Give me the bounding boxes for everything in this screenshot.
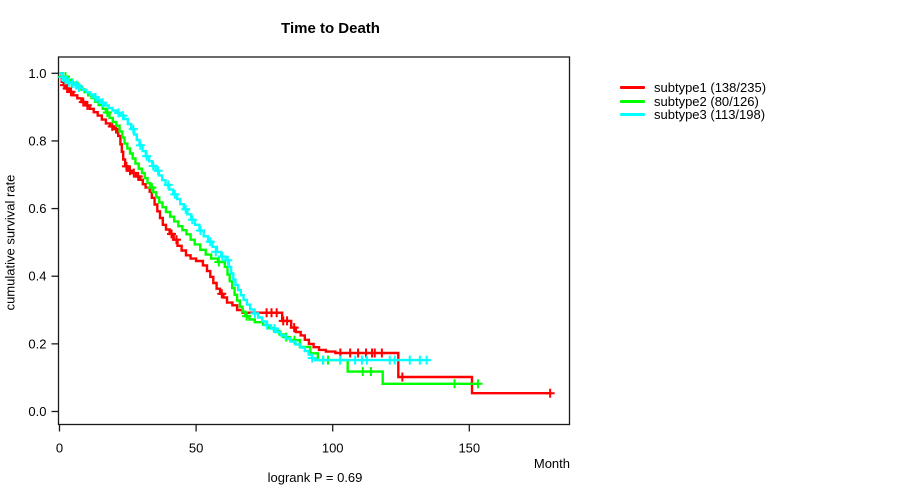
legend-item-subtype1: subtype1 (138/235) bbox=[620, 81, 766, 95]
y-axis-tick-label: 0.4 bbox=[28, 269, 46, 284]
y-axis-tick-label: 0.0 bbox=[28, 404, 46, 419]
y-axis-tick-label: 0.6 bbox=[28, 201, 46, 216]
legend: subtype1 (138/235) subtype2 (80/126) sub… bbox=[620, 81, 766, 122]
x-axis-title: Month bbox=[533, 456, 570, 471]
y-axis-tick-label: 1.0 bbox=[28, 66, 46, 81]
survival-curve-subtype1 bbox=[59, 72, 552, 395]
chart-title: Time to Death bbox=[281, 20, 380, 37]
legend-item-subtype2: subtype2 (80/126) bbox=[620, 95, 766, 109]
legend-item-subtype3: subtype3 (113/198) bbox=[620, 108, 766, 122]
legend-label: subtype2 (80/126) bbox=[654, 93, 759, 109]
legend-line-swatch bbox=[620, 86, 645, 90]
legend-label: subtype3 (113/198) bbox=[654, 107, 766, 123]
y-axis-tick-label: 0.2 bbox=[28, 336, 46, 351]
legend-line-swatch bbox=[620, 113, 645, 117]
legend-line-swatch bbox=[620, 99, 645, 103]
y-axis-title: cumulative survival rate bbox=[2, 174, 18, 311]
x-axis-tick-label: 100 bbox=[322, 441, 344, 456]
legend-label: subtype1 (138/235) bbox=[654, 80, 767, 96]
logrank-pvalue-note: logrank P = 0.69 bbox=[267, 470, 363, 485]
x-axis-tick-label: 150 bbox=[458, 441, 480, 456]
y-axis-tick-label: 0.8 bbox=[28, 133, 46, 148]
x-axis-tick-label: 50 bbox=[189, 441, 203, 456]
plot-frame bbox=[57, 56, 571, 426]
x-axis-tick-label: 0 bbox=[56, 441, 63, 456]
